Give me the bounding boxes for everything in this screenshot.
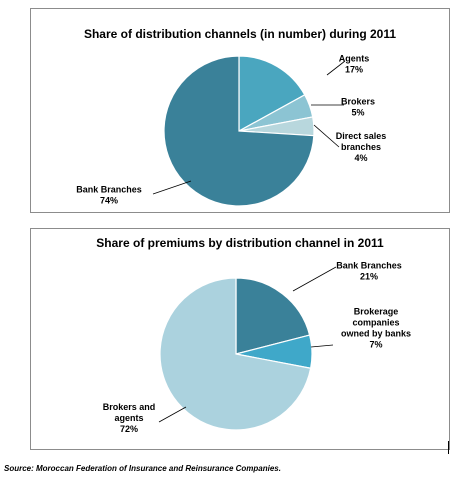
data-label-category: companies bbox=[352, 318, 399, 328]
pie-slice bbox=[163, 55, 315, 207]
data-label-category: owned by banks bbox=[341, 329, 411, 339]
data-label-value: 21% bbox=[360, 272, 378, 282]
leader-line bbox=[310, 344, 334, 348]
data-label-value: 7% bbox=[369, 340, 382, 350]
data-label-category: Brokerage bbox=[354, 307, 399, 317]
leader-line bbox=[152, 180, 192, 195]
leader-line bbox=[326, 60, 346, 76]
data-label-category: Agents bbox=[339, 54, 370, 64]
data-label-value: 17% bbox=[345, 65, 363, 75]
data-label-category: branches bbox=[341, 142, 381, 152]
data-label-value: 4% bbox=[354, 153, 367, 163]
leader-line bbox=[292, 266, 337, 292]
leader-line bbox=[313, 124, 340, 148]
data-label-category: Bank Branches bbox=[336, 261, 402, 271]
pie-slice bbox=[238, 55, 306, 133]
data-label-value: 5% bbox=[351, 108, 364, 118]
leader-line bbox=[158, 406, 187, 423]
data-label-value: 74% bbox=[100, 196, 118, 206]
pie-slice bbox=[159, 277, 312, 431]
data-label-category: Direct sales bbox=[336, 131, 387, 141]
chart-title: Share of distribution channels (in numbe… bbox=[83, 27, 397, 41]
chart-title: Share of premiums by distribution channe… bbox=[96, 236, 384, 250]
data-label-category: Bank Branches bbox=[76, 185, 142, 195]
data-label-category: agents bbox=[114, 413, 143, 423]
data-label-value: 72% bbox=[120, 424, 138, 434]
chart-panel-premiums: Share of premiums by distribution channe… bbox=[30, 228, 450, 450]
chart-panel-distribution-channels: Share of distribution channels (in numbe… bbox=[30, 8, 450, 213]
pie-slice bbox=[235, 277, 311, 355]
data-label-category: Brokers bbox=[341, 97, 375, 107]
data-label-category: Brokers and bbox=[103, 402, 156, 412]
source-note: Source: Moroccan Federation of Insurance… bbox=[4, 464, 281, 473]
edge-tick bbox=[448, 441, 449, 454]
